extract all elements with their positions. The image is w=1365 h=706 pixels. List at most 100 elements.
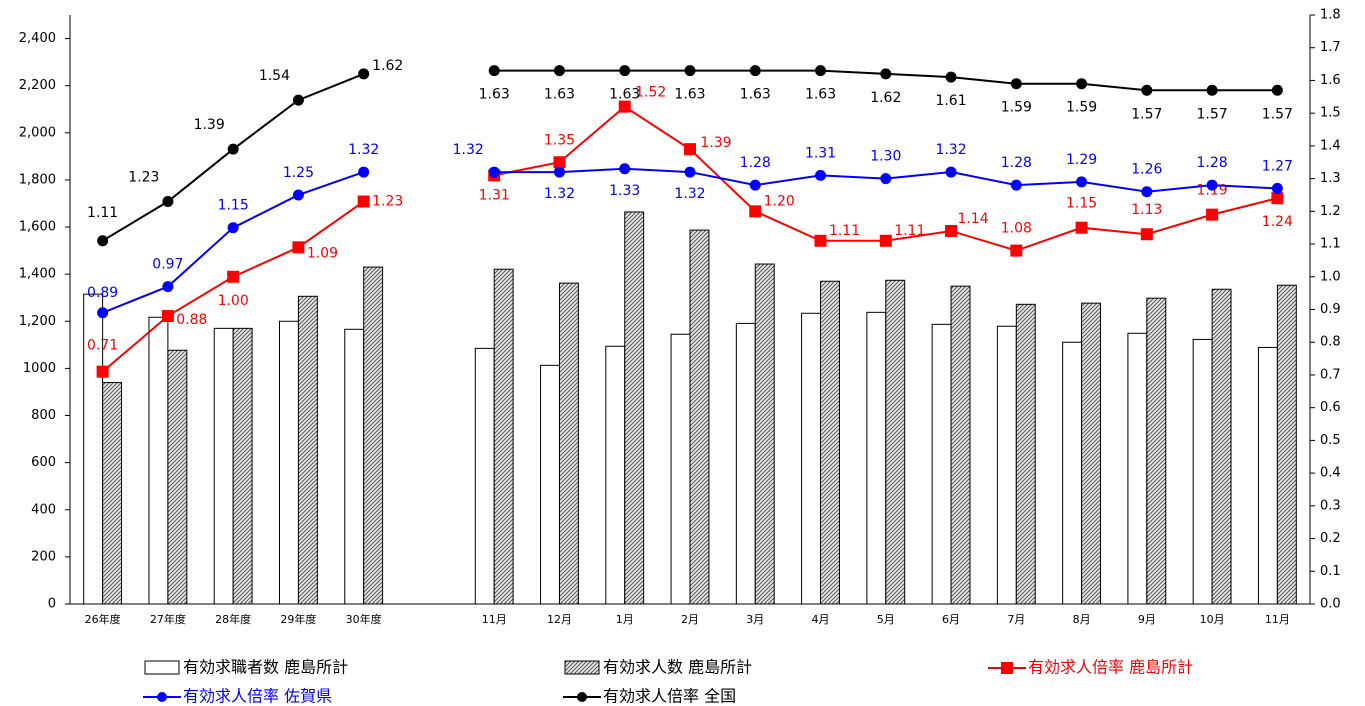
bar: [148, 316, 169, 605]
marker: [945, 71, 957, 83]
bar: [996, 325, 1017, 605]
marker: [815, 65, 827, 77]
y-tick-label: 1000: [23, 361, 56, 376]
x-tick-label: 3月: [746, 613, 764, 626]
marker: [1271, 182, 1283, 194]
marker: [1140, 228, 1153, 241]
value-label: 1.14: [957, 211, 988, 227]
marker: [945, 166, 957, 178]
legend-marker: [577, 692, 587, 702]
bar: [102, 382, 123, 605]
value-label: 1.28: [1001, 155, 1032, 171]
value-label: 1.08: [1001, 221, 1032, 237]
y-tick-label: 1,600: [19, 220, 56, 235]
value-label: 1.23: [372, 194, 403, 210]
value-label: 1.39: [700, 135, 731, 151]
y2-tick-label: 1.8: [1320, 8, 1341, 23]
value-label: 1.32: [935, 142, 966, 158]
value-label: 1.20: [764, 193, 795, 209]
bar: [474, 347, 495, 605]
value-label: 1.57: [1262, 106, 1293, 122]
marker: [488, 65, 500, 77]
y-tick-label: 600: [31, 455, 56, 470]
x-tick-label: 1月: [616, 613, 634, 626]
value-label: 1.31: [805, 145, 836, 161]
value-label: 1.63: [805, 87, 836, 103]
y2-tick-label: 1.2: [1320, 204, 1341, 219]
bar: [866, 311, 887, 605]
value-label: 1.32: [348, 142, 379, 158]
y-tick-label: 1,400: [19, 267, 56, 282]
value-label: 1.35: [544, 132, 575, 148]
marker: [1141, 84, 1153, 96]
y2-tick-label: 1.4: [1320, 138, 1341, 153]
legend-marker: [1001, 662, 1013, 674]
value-label: 1.31: [479, 187, 510, 203]
x-tick-label: 29年度: [280, 612, 316, 626]
value-label: 1.63: [544, 87, 575, 103]
bar: [1081, 302, 1102, 605]
x-tick-label: 6月: [942, 613, 960, 626]
bar: [558, 282, 579, 605]
value-label: 1.59: [1001, 100, 1032, 116]
y2-tick-label: 1.6: [1320, 73, 1341, 88]
marker: [1010, 244, 1023, 257]
marker: [1206, 179, 1218, 191]
marker: [1206, 208, 1219, 221]
marker: [880, 173, 892, 185]
bar: [605, 345, 626, 605]
marker: [749, 205, 762, 218]
value-label: 1.54: [259, 68, 290, 84]
y2-tick-label: 0.2: [1320, 531, 1341, 546]
value-label: 1.24: [1262, 214, 1293, 230]
marker: [684, 143, 696, 156]
bar: [363, 266, 384, 605]
value-label: 1.61: [935, 93, 966, 109]
value-label: 1.30: [870, 149, 901, 165]
y-tick-label: 2,400: [19, 31, 56, 46]
marker: [227, 270, 240, 283]
bar: [297, 295, 318, 605]
x-tick-label: 4月: [812, 613, 830, 626]
x-tick-label: 9月: [1138, 613, 1156, 626]
legend-label: 有効求人倍率 全国: [603, 687, 736, 706]
legend-label: 有効求職者数 鹿島所計: [183, 658, 348, 677]
value-label: 1.27: [1262, 158, 1293, 174]
value-label: 1.32: [674, 186, 705, 202]
x-tick-label: 12月: [547, 613, 572, 626]
x-tick-label: 28年度: [215, 612, 251, 626]
x-tick-label: 11月: [1265, 613, 1290, 626]
marker: [1076, 176, 1088, 188]
marker: [96, 365, 109, 378]
y2-tick-label: 1.5: [1320, 106, 1341, 121]
bar: [689, 229, 710, 605]
x-tick-label: 7月: [1007, 613, 1025, 626]
value-label: 1.29: [1066, 152, 1097, 168]
x-tick-label: 11月: [482, 613, 507, 626]
bar: [1276, 284, 1297, 605]
bar: [624, 211, 645, 605]
x-tick-label: 30年度: [346, 612, 382, 626]
bar: [1211, 288, 1232, 605]
value-label: 1.63: [479, 87, 510, 103]
marker: [1075, 221, 1088, 234]
y-tick-label: 2,000: [19, 125, 56, 140]
bar: [167, 349, 188, 605]
bar: [1062, 341, 1083, 605]
bar: [885, 279, 906, 605]
value-label: 1.59: [1066, 100, 1097, 116]
value-label: 1.62: [870, 90, 901, 106]
marker: [1010, 179, 1022, 191]
marker: [1206, 84, 1218, 96]
value-label: 1.15: [1066, 196, 1097, 212]
value-label: 1.63: [609, 87, 640, 103]
y2-tick-label: 0.9: [1320, 302, 1341, 317]
value-label: 1.25: [283, 165, 314, 181]
bar: [1192, 338, 1213, 605]
marker: [553, 65, 565, 77]
bar: [540, 364, 560, 605]
marker: [815, 169, 827, 181]
x-tick-label: 26年度: [85, 612, 121, 626]
bar: [213, 327, 234, 605]
